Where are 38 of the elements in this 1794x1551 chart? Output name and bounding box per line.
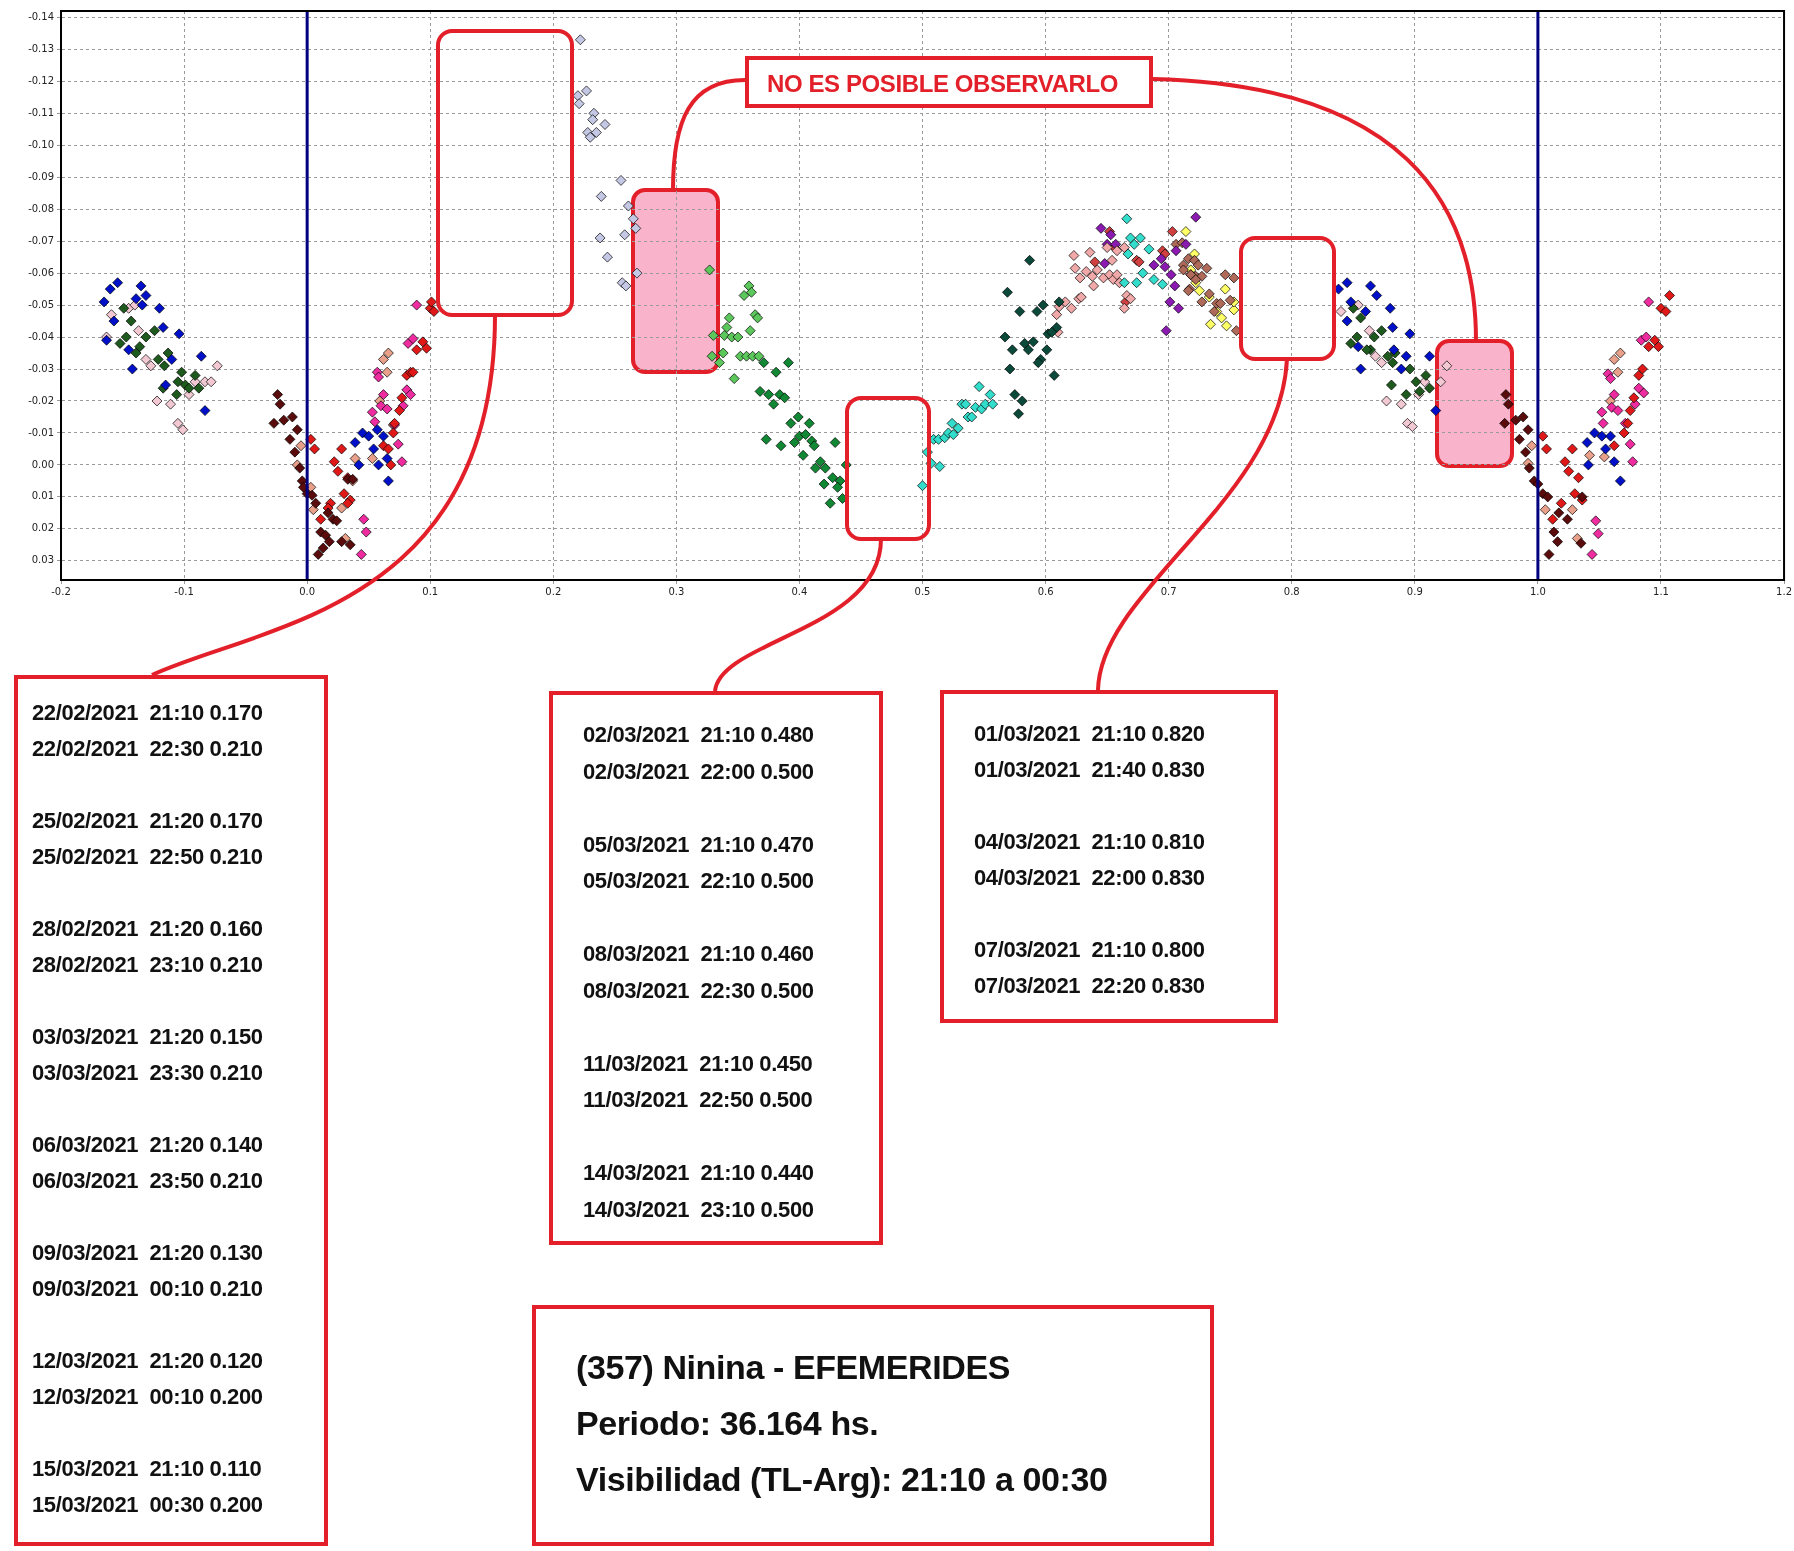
y-tick-label: -0.11 <box>28 106 54 118</box>
y-tick-label: -0.04 <box>28 330 54 342</box>
text: (357) Ninina - EFEMERIDES Periodo: 36.164 hs. Visibilidad (TL-Arg): 21:10 a 00:30 <box>532 1305 1214 1546</box>
x-tick-label: 0.7 <box>1160 585 1177 597</box>
y-tick-label: -0.07 <box>28 234 54 246</box>
x-tick-label: -0.2 <box>51 585 71 597</box>
y-tick-label: -0.01 <box>28 426 54 438</box>
x-tick-label: 0.0 <box>299 585 316 597</box>
y-tick-label: 0.03 <box>31 554 54 566</box>
y-tick-label: -0.06 <box>28 266 54 278</box>
text: 02/03/2021 21:10 0.480 02/03/2021 22:00 0.500 05/03/2021 21:10 0.470 05/03/2021 22:10 0.500 08/03/2021 21:10 0.460 08/03/2021 22:30 0.500 11/03/2021 21:10 0.450 11/03/2021 22:50 0.500 14/03/2021 21:10 0.440 14/03/2021 23:10 0.500 <box>583 722 814 1222</box>
y-tick-label: -0.08 <box>28 202 54 214</box>
x-tick-label: 0.5 <box>914 585 931 597</box>
x-tick-label: 0.6 <box>1037 585 1054 597</box>
x-tick-label: 0.4 <box>791 585 808 597</box>
x-tick-label: 0.8 <box>1283 585 1300 597</box>
y-tick-label: -0.05 <box>28 298 54 310</box>
y-tick-label: -0.13 <box>28 42 54 54</box>
x-tick-label: 1.2 <box>1776 585 1792 597</box>
x-tick-label: 0.9 <box>1406 585 1423 597</box>
x-tick-label: 0.2 <box>545 585 562 597</box>
y-tick-label: -0.12 <box>28 74 54 86</box>
y-tick-label: 0.02 <box>31 522 54 534</box>
text: 01/03/2021 21:10 0.820 01/03/2021 21:40 0.830 04/03/2021 21:10 0.810 04/03/2021 22:00 0.830 07/03/2021 21:10 0.800 07/03/2021 22:20 0.830 <box>974 721 1205 998</box>
x-tick-label: 1.0 <box>1529 585 1546 597</box>
y-tick-label: 0.01 <box>31 490 54 502</box>
y-tick-label: -0.03 <box>28 362 54 374</box>
y-tick-label: 0.00 <box>31 458 54 470</box>
x-tick-label: 0.3 <box>668 585 685 597</box>
y-tick-label: -0.09 <box>28 170 54 182</box>
text: 22/02/2021 21:10 0.170 22/02/2021 22:30 0.210 25/02/2021 21:20 0.170 25/02/2021 22:50 0.210 28/02/2021 21:20 0.160 28/02/2021 23:10 0.210 03/03/2021 21:20 0.150 03/03/2021 23:30 0.210 06/03/2021 21:20 0.140 06/03/2021 23:50 0.210 09/03/2021 21:20 0.130 09/03/2021 00:10 0.210 12/03/2021 21:20 0.120 12/03/2021 00:10 0.200 15/03/2021 21:10 0.110 15/03/2021 00:30 0.200 <box>32 700 263 1517</box>
x-tick-label: -0.1 <box>174 585 194 597</box>
x-tick-label: 1.1 <box>1653 585 1669 597</box>
y-tick-label: -0.02 <box>28 394 54 406</box>
y-tick-label: -0.14 <box>28 10 54 22</box>
y-tick-label: -0.10 <box>28 138 54 150</box>
x-tick-label: 0.1 <box>422 585 439 597</box>
annotation: NO ES POSIBLE OBSERVARLO <box>745 56 1153 108</box>
